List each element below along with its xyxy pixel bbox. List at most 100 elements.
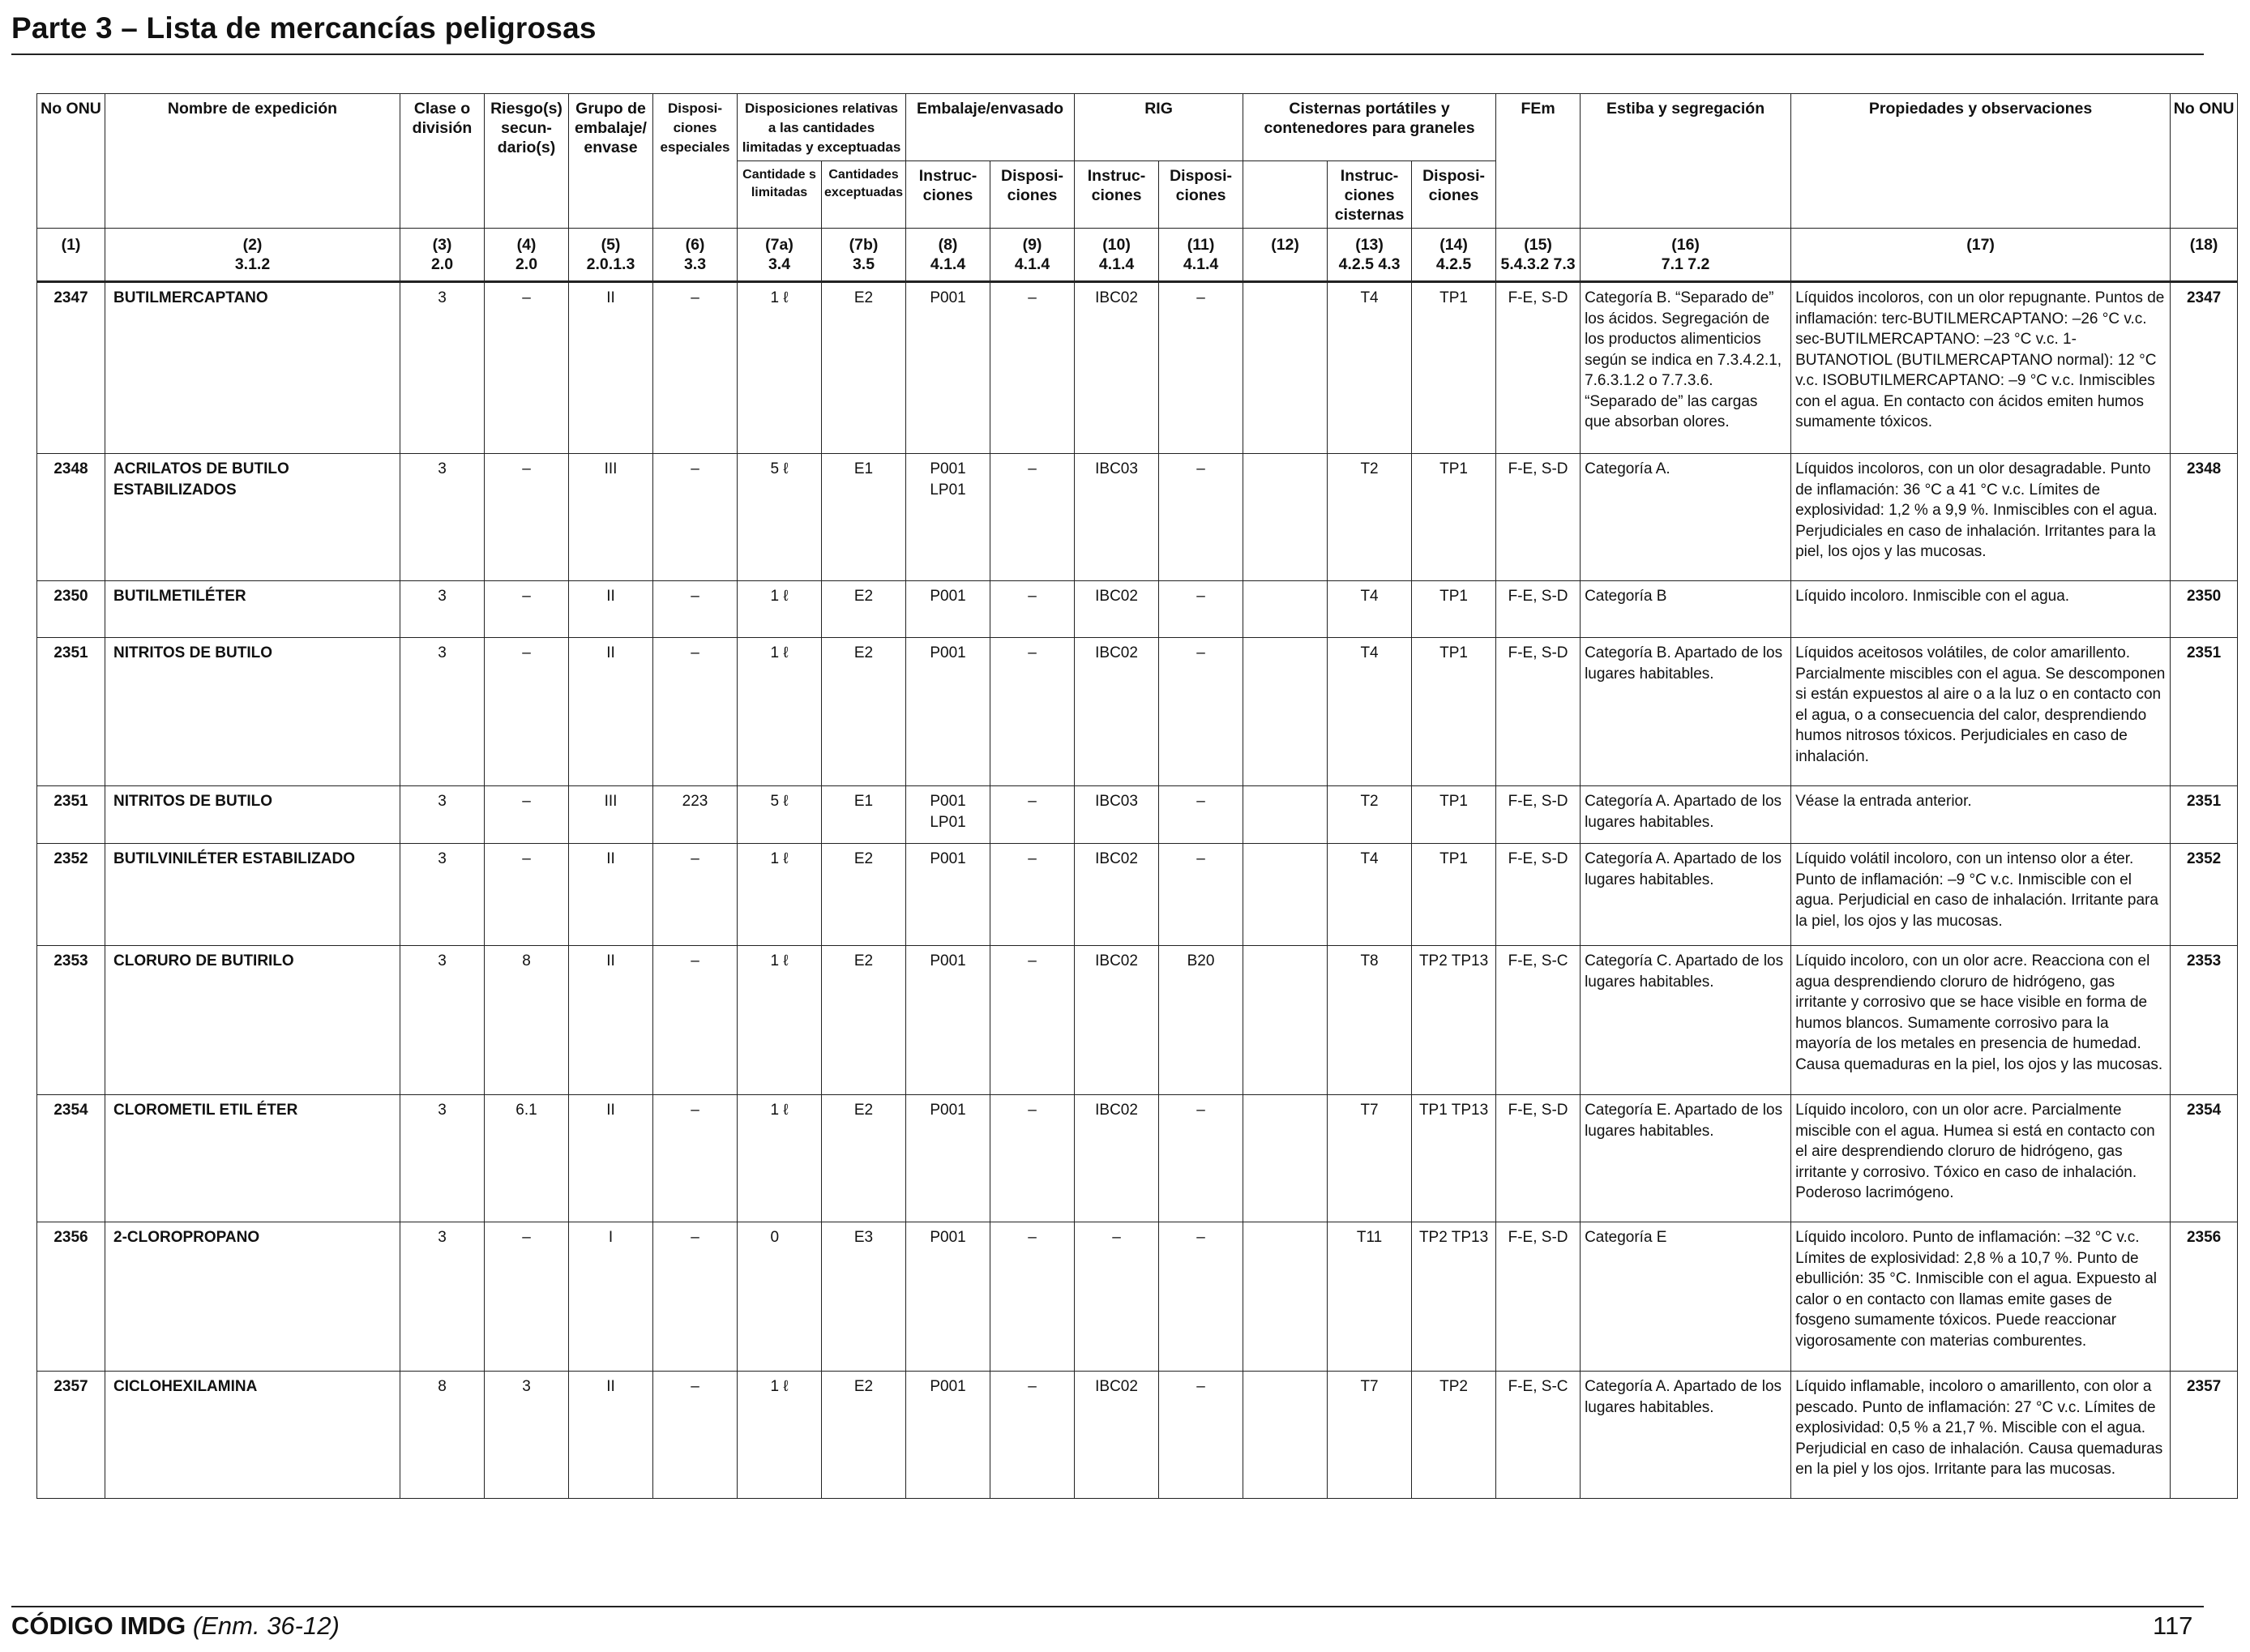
properties: Líquido incoloro, con un olor acre. Reac… <box>1795 952 2163 1073</box>
ems-cell: F-E, S-D <box>1495 785 1581 844</box>
table-row: 2351 NITRITOS DE BUTILO 3 – II – 1 ℓ E2 P001 – IBC… <box>36 637 2239 786</box>
ibc-provision: – <box>1196 1378 1205 1395</box>
class: 3 <box>438 952 447 969</box>
col12-cell <box>1243 1371 1328 1499</box>
page-title: Parte 3 – Lista de mercancías peligrosas <box>11 11 597 45</box>
title-rule <box>11 53 2204 55</box>
excepted-quantity: E3 <box>853 1229 874 1246</box>
tank-provision: TP1 TP13 <box>1418 1102 1489 1119</box>
tank-instruction-cell: T4 <box>1327 580 1413 638</box>
packing-group: II <box>606 1102 615 1119</box>
ibc-instruction-cell: IBC03 <box>1074 785 1160 844</box>
limited-quantity: 1 ℓ <box>770 289 789 306</box>
limited-quantity-cell: 5 ℓ <box>737 453 822 581</box>
tank-provision: TP2 TP13 <box>1418 952 1489 969</box>
packing-provision: – <box>1028 850 1037 867</box>
packing-group-cell: I <box>568 1222 653 1372</box>
stowage-segregation: Categoría C. Apartado de los lugares hab… <box>1585 952 1784 991</box>
limited-quantity: 5 ℓ <box>770 793 789 810</box>
un-number-right: 2351 <box>2186 644 2222 661</box>
shipping-name-cell: BUTILMERCAPTANO <box>105 281 400 454</box>
shipping-name-cell: CLORURO DE BUTIRILO <box>105 945 400 1095</box>
column-number-cell: (9) 4.1.4 <box>990 228 1076 283</box>
col-header-tank-provisions: Disposi-ciones <box>1411 160 1497 229</box>
tank-provision-cell: TP1 <box>1411 281 1497 454</box>
table-head: No ONU Nombre de expedición Clase o divi… <box>36 93 2239 283</box>
shipping-name: BUTILMETILÉTER <box>113 588 246 605</box>
page-number: 117 <box>2153 1611 2193 1640</box>
special-provisions-cell: – <box>652 637 738 786</box>
excepted-quantity: E2 <box>853 850 874 867</box>
column-number-cell: (14) 4.2.5 <box>1411 228 1497 283</box>
packing-group: III <box>604 793 618 810</box>
shipping-name-cell: BUTILVINILÉTER ESTABILIZADO <box>105 843 400 946</box>
tank-provision-cell: TP2 TP13 <box>1411 1222 1497 1372</box>
un-number: 2348 <box>53 460 88 477</box>
ems-cell: F-E, S-D <box>1495 843 1581 946</box>
packing-instruction: P001 <box>930 850 966 867</box>
column-number: (15) <box>1524 236 1552 254</box>
col12-cell <box>1243 580 1328 638</box>
properties: Líquido incoloro, con un olor acre. Parc… <box>1795 1102 2155 1201</box>
packing-group: II <box>606 952 615 969</box>
packing-instruction-cell: P001 LP01 <box>905 785 991 844</box>
column-number: (10) <box>1102 236 1131 254</box>
col12-cell <box>1243 1222 1328 1372</box>
table-row: 2357 CICLOHEXILAMINA 8 3 II – 1 ℓ E2 P001 – IBC02 –… <box>36 1371 2239 1499</box>
shipping-name: ACRILATOS DE BUTILO ESTABILIZADOS <box>113 460 289 499</box>
ems-cell: F-E, S-D <box>1495 580 1581 638</box>
properties-cell: Líquido incoloro. Inmiscible con el agua… <box>1790 580 2171 638</box>
tank-provision-cell: TP1 <box>1411 580 1497 638</box>
un-number-right-cell: 2347 <box>2170 281 2239 454</box>
class: 3 <box>438 850 447 867</box>
table-row: 2351 NITRITOS DE BUTILO 3 – III 223 5 ℓ E1 P001 … <box>36 785 2239 844</box>
ems: F-E, S-D <box>1508 1102 1568 1119</box>
subsidiary-risk-cell: 3 <box>484 1371 569 1499</box>
col-header-special-provisions: Disposi-ciones especiales <box>652 93 738 229</box>
col12-cell <box>1243 637 1328 786</box>
column-reference: 3.4 <box>768 255 791 273</box>
ems-cell: F-E, S-D <box>1495 1094 1581 1222</box>
column-number-cell: (12) <box>1243 228 1328 283</box>
column-number: (2) <box>242 236 263 254</box>
column-reference: 4.1.4 <box>1183 255 1219 273</box>
shipping-name: CLOROMETIL ETIL ÉTER <box>113 1102 298 1119</box>
special-provisions: – <box>691 460 699 477</box>
packing-provision: – <box>1028 952 1037 969</box>
excepted-quantity-cell: E2 <box>820 945 907 1095</box>
un-number-right: 2356 <box>2186 1229 2222 1246</box>
packing-provision: – <box>1028 1229 1037 1246</box>
packing-instruction-cell: P001 LP01 <box>905 453 991 581</box>
special-provisions-cell: – <box>652 843 738 946</box>
properties: Líquidos incoloros, con un olor repugnan… <box>1795 289 2165 430</box>
col-header-ibc: RIG <box>1074 93 1244 161</box>
ibc-provision-cell: – <box>1158 637 1244 786</box>
column-number: (13) <box>1355 236 1384 254</box>
un-number-right: 2353 <box>2186 952 2222 969</box>
subsidiary-risk: – <box>522 850 531 867</box>
un-number-right: 2347 <box>2186 289 2222 306</box>
un-number-right-cell: 2356 <box>2170 1222 2239 1372</box>
tank-provision: TP1 <box>1439 644 1468 661</box>
col-header-ibc-provisions: Disposi-ciones <box>1158 160 1244 229</box>
un-number-right-cell: 2348 <box>2170 453 2239 581</box>
column-number: (14) <box>1439 236 1468 254</box>
col-header-limited-excepted: Disposiciones relativas a las cantidades… <box>736 93 907 161</box>
ibc-provision-cell: – <box>1158 785 1244 844</box>
packing-instruction-cell: P001 <box>905 843 991 946</box>
column-reference: 2.0 <box>430 255 454 273</box>
limited-quantity-cell: 1 ℓ <box>737 843 822 946</box>
ems-cell: F-E, S-D <box>1495 281 1581 454</box>
packing-instruction: P001 <box>930 644 966 661</box>
packing-provision: – <box>1028 1378 1037 1395</box>
excepted-quantity: E2 <box>853 1378 874 1395</box>
stowage-segregation: Categoría E <box>1585 1229 1667 1246</box>
special-provisions-cell: – <box>652 1222 738 1372</box>
packing-provision-cell: – <box>990 785 1076 844</box>
class-cell: 3 <box>400 945 485 1095</box>
ems: F-E, S-C <box>1508 952 1568 969</box>
subsidiary-risk: – <box>522 460 531 477</box>
class: 3 <box>438 1229 447 1246</box>
stowage-segregation: Categoría B. Apartado de los lugares hab… <box>1585 644 1783 683</box>
ibc-provision-cell: B20 <box>1158 945 1244 1095</box>
